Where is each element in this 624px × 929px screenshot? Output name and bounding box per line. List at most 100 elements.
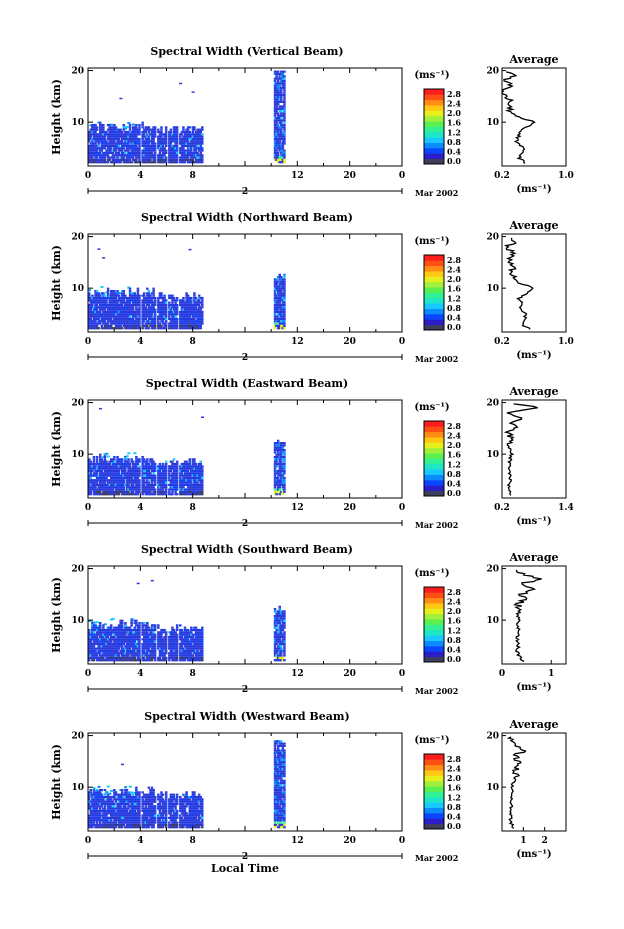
- panel-2-echo-cell: [109, 322, 113, 325]
- panel-3-echo-cell: [157, 472, 160, 475]
- panel-3-echo-cell: [278, 488, 281, 491]
- panel-2-echo-cell: [276, 285, 280, 288]
- panel-3-echo-cell: [163, 476, 166, 480]
- panel-2-echo-cell: [136, 292, 140, 295]
- panel-2-echo-cell: [196, 320, 199, 323]
- panel-4-echo-cell: [169, 656, 173, 659]
- panel-4-echo-cell: [98, 654, 102, 657]
- panel-2-echo-cell: [111, 289, 115, 293]
- panel-4-echo-cell: [161, 628, 165, 632]
- panel-3-echo-cell: [128, 467, 132, 470]
- panel-1-echo-cell: [179, 82, 183, 85]
- panel-1-echo-cell: [127, 156, 130, 159]
- panel-1-echo-cell: [172, 140, 176, 143]
- panel-3-echo-cell: [174, 479, 177, 482]
- panel-4-echo-cell: [160, 633, 163, 636]
- panel-3-echo-cell: [91, 474, 94, 477]
- panel-3-echo-cell: [197, 472, 201, 475]
- panel-1-echo-cell: [190, 156, 193, 159]
- panel-1-echo-cell: [278, 144, 281, 148]
- panel-3-echo-cell: [283, 488, 286, 491]
- panel-4-echo-cell: [157, 656, 160, 659]
- panel-4-echo-cell: [186, 656, 190, 659]
- panel-3-echo-cell: [183, 493, 187, 496]
- panel-4-echo-cell: [125, 647, 129, 650]
- panel-4-echo-cell: [106, 642, 110, 646]
- panel-2-echo-cell: [188, 296, 191, 300]
- panel-2-echo-cell: [153, 322, 157, 325]
- panel-1-echo-cell: [150, 140, 154, 143]
- panel-3-echo-cell: [185, 488, 188, 491]
- panel-3-echo-cell: [281, 455, 285, 459]
- panel-4-echo-cell: [98, 649, 102, 653]
- panel-1-colorbar-tick: 0.8: [447, 137, 461, 147]
- panel-3-echo-cell: [169, 481, 173, 484]
- panel-3-echo-cell: [161, 465, 165, 468]
- panel-4-echo-cell: [169, 638, 173, 641]
- panel-2-echo-cell: [283, 306, 286, 309]
- panel-3-echo-cell: [168, 476, 171, 480]
- panel-4-echo-cell: [97, 645, 100, 648]
- panel-3-echo-cell: [120, 493, 124, 496]
- panel-1-echo-cell: [111, 158, 115, 161]
- panel-2-echo-cell: [160, 303, 163, 307]
- panel-1-echo-cell: [98, 147, 102, 150]
- panel-3-echo-cell: [182, 462, 185, 466]
- panel-2-echo-cell: [190, 301, 193, 304]
- panel-2-echo-cell: [100, 313, 104, 316]
- panel-3-echo-cell: [141, 479, 144, 482]
- panel-4-echo-cell: [278, 621, 281, 625]
- panel-3-echo-cell: [193, 458, 196, 461]
- panel-3-echo-cell: [276, 458, 280, 461]
- panel-1-echo-cell: [116, 154, 119, 157]
- panel-1-echo-cell: [179, 142, 182, 145]
- panel-1-echo-cell: [273, 151, 277, 155]
- panel-2-echo-cell: [169, 296, 173, 300]
- panel-2-echo-cell: [108, 299, 111, 302]
- panel-3-echo-cell: [278, 465, 281, 468]
- panel-4-echo-cell: [94, 652, 97, 655]
- panel-4-echo-cell: [92, 645, 96, 648]
- panel-4-echo-cell: [117, 659, 121, 662]
- panel-2-echo-cell: [125, 303, 129, 307]
- panel-3-echo-cell: [95, 488, 99, 491]
- panel-3-echo-cell: [179, 476, 182, 480]
- panel-4-colorbar-segment: [424, 624, 444, 631]
- panel-1-echo-cell: [164, 135, 168, 138]
- panel-4-echo-cell: [273, 608, 277, 611]
- panel-3-echo-cell: [273, 460, 277, 463]
- panel-3-echo-cell: [108, 465, 111, 468]
- panel-3-echo-cell: [190, 476, 193, 480]
- panel-1-echo-cell: [98, 135, 102, 138]
- panel-1-echo-cell: [273, 156, 277, 159]
- panel-3-echo-cell: [183, 476, 187, 480]
- panel-2-echo-cell: [283, 273, 286, 276]
- panel-3-echo-cell: [94, 490, 97, 493]
- panel-4-echo-cell: [113, 638, 116, 641]
- panel-4-echo-cell: [180, 631, 184, 634]
- panel-1-echo-cell: [149, 149, 152, 152]
- panel-1-echo-cell: [199, 128, 202, 131]
- panel-4-echo-cell: [196, 652, 199, 655]
- panel-4-echo-cell: [158, 640, 162, 643]
- panel-4-echo-cell: [273, 617, 277, 620]
- panel-3-echo-cell: [275, 442, 278, 445]
- panel-3-echo-cell: [273, 451, 277, 454]
- panel-2-echo-cell: [185, 327, 188, 330]
- panel-1-echo-cell: [280, 79, 283, 83]
- panel-1-echo-cell: [149, 140, 152, 143]
- panel-1-echo-cell: [199, 133, 202, 136]
- panel-4-echo-cell: [188, 659, 191, 662]
- panel-1-echo-cell: [161, 147, 165, 150]
- panel-5-echo-cell: [88, 821, 91, 824]
- panel-3-echo-cell: [149, 476, 152, 480]
- panel-1-echo-cell: [119, 154, 122, 157]
- panel-4-echo-cell: [117, 638, 121, 641]
- panel-4-echo-cell: [175, 628, 179, 632]
- panel-4-echo-cell: [182, 640, 185, 643]
- panel-1-echo-cell: [190, 144, 193, 148]
- panel-1-echo-cell: [193, 161, 196, 164]
- panel-1-echo-cell: [147, 142, 151, 145]
- panel-4-echo-cell: [185, 647, 188, 650]
- panel-1-echo-cell: [186, 137, 190, 141]
